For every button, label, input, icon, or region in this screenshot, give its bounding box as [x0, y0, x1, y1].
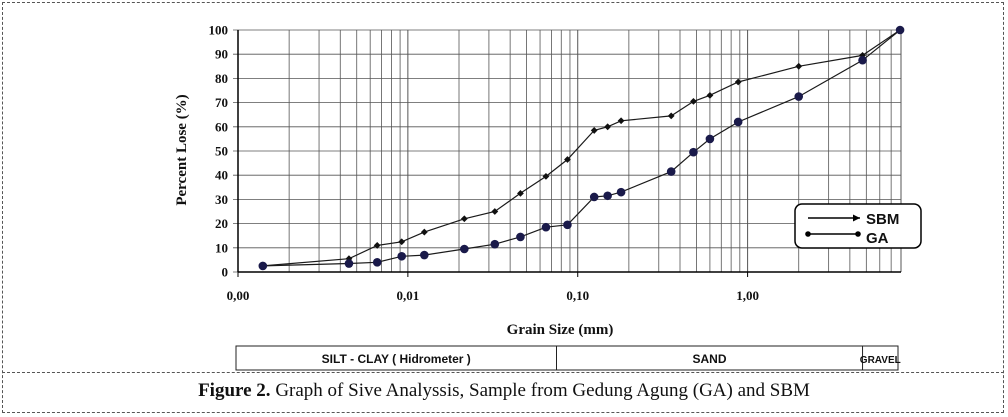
ga-data-point: [258, 261, 268, 271]
ga-data-point: [420, 250, 429, 260]
y-tick-label: 50: [215, 144, 228, 159]
sbm-data-point: [420, 228, 428, 236]
ga-data-point: [858, 55, 867, 65]
y-axis-title: Percent Lose (%): [174, 94, 190, 205]
y-tick-label: 0: [222, 265, 229, 280]
sbm-data-point: [542, 173, 550, 180]
y-tick-label: 40: [215, 168, 228, 183]
caption-divider: [2, 372, 1004, 373]
axis-layer: 0 10 20 30 40 50 60 70 80 90 100 0,00 0,01 0,10 1,00: [209, 23, 901, 303]
x-axis-title: Grain Size (mm): [507, 322, 614, 338]
ga-data-point: [460, 244, 469, 254]
sbm-data-point: [398, 238, 406, 246]
y-tick-label: 30: [215, 192, 228, 207]
ga-data-point: [705, 134, 715, 144]
sbm-data-point: [706, 91, 714, 99]
ga-data-point: [541, 222, 551, 232]
legend: SBM GA: [794, 203, 922, 249]
caption-text: Graph of Sive Analyssis, Sample from Ged…: [270, 380, 810, 401]
figure-caption: Figure 2. Graph of Sive Analyssis, Sampl…: [0, 380, 1008, 402]
ga-data-point: [372, 258, 382, 267]
y-tick-label: 20: [215, 216, 228, 231]
ga-data-point: [794, 92, 804, 101]
ga-data-point: [516, 232, 525, 242]
series-layer: [258, 25, 905, 271]
ga-data-point: [589, 192, 599, 202]
ga-data-point: [397, 251, 407, 261]
grain-size-chart: 0 10 20 30 40 50 60 70 80 90 100 0,00 0,01 0,10 1,00 P…: [174, 23, 922, 371]
sbm-data-point: [690, 97, 697, 105]
classification-label: SAND: [693, 352, 727, 366]
ga-data-point: [616, 187, 626, 197]
sbm-data-point: [734, 78, 742, 86]
sbm-data-point: [491, 208, 499, 215]
y-tick-label: 100: [209, 23, 229, 38]
caption-figure-number: Figure 2.: [198, 380, 271, 401]
ga-data-point: [733, 117, 743, 127]
y-tick-label: 80: [215, 71, 228, 86]
y-tick-label: 90: [215, 47, 228, 62]
ga-data-point: [689, 147, 698, 157]
sbm-data-point: [460, 215, 468, 223]
legend-ga-marker-start: [805, 231, 811, 237]
ga-data-point: [666, 167, 676, 176]
ga-data-point: [490, 239, 500, 249]
sbm-data-point: [795, 62, 803, 70]
series-line-sbm: [262, 29, 901, 267]
classification-box: [235, 345, 899, 371]
ga-data-point: [603, 191, 612, 201]
ga-data-point: [895, 25, 905, 35]
legend-sbm-arrowhead: [853, 214, 860, 222]
sbm-data-point: [604, 123, 612, 131]
x-tick-label: 0,10: [566, 288, 589, 303]
legend-ga-label: GA: [866, 230, 889, 247]
x-tick-label: 0,01: [396, 288, 419, 303]
sbm-data-point: [564, 156, 571, 163]
x-tick-label: 1,00: [736, 288, 759, 303]
ga-data-point: [344, 259, 354, 268]
sbm-data-point: [617, 117, 625, 125]
legend-ga-marker-end: [855, 231, 861, 237]
y-tick-label: 60: [215, 119, 228, 134]
sbm-data-point: [590, 127, 598, 134]
y-tick-label: 10: [215, 240, 228, 255]
x-tick-label: 0,00: [227, 288, 250, 303]
sbm-data-point: [667, 112, 675, 120]
legend-sbm-label: SBM: [866, 211, 899, 228]
ga-data-point: [563, 220, 572, 230]
classification-label: SILT - CLAY ( Hidrometer ): [322, 352, 471, 366]
sbm-data-point: [373, 241, 381, 249]
sbm-data-point: [517, 189, 524, 197]
legend-box: [794, 203, 922, 249]
soil-classification-bar: SILT - CLAY ( Hidrometer ) SAND GRAVEL: [235, 345, 901, 371]
classification-label: GRAVEL: [860, 355, 901, 366]
y-tick-label: 70: [215, 95, 228, 110]
